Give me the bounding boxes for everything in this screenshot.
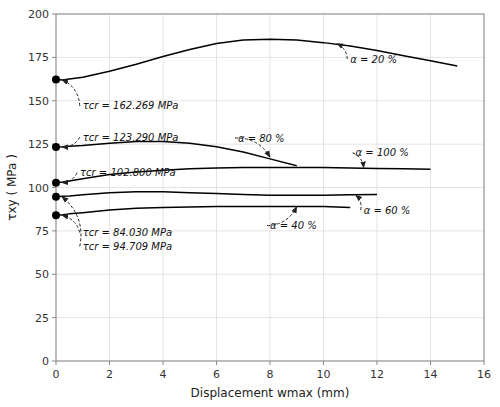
- critical-point: [52, 193, 60, 201]
- critical-point: [52, 211, 60, 219]
- y-tick: [52, 14, 56, 15]
- y-axis-label: τxy ( MPa ): [5, 154, 19, 221]
- annotation-text: α = 80 %: [238, 133, 285, 144]
- x-tick: [163, 361, 164, 365]
- critical-point: [52, 179, 60, 187]
- y-tick: [52, 230, 56, 231]
- annotation-text: α = 40 %: [270, 220, 317, 231]
- chart: 0 2 4 6 8 10 12 14 16 0 25 50 75 100 125 150 175 200 Displ…: [0, 0, 500, 407]
- plot-frame: [56, 14, 484, 361]
- axes: 0 2 4 6 8 10 12 14 16 0 25 50 75 100 125 150 175 200: [28, 8, 491, 381]
- x-tick-label: 0: [53, 368, 60, 381]
- grid-line-y: [56, 274, 484, 275]
- x-tick-label: 6: [213, 368, 220, 381]
- annotation-arrow: [337, 44, 347, 60]
- grid-line-y: [56, 57, 484, 58]
- x-tick: [377, 361, 378, 365]
- annotation-text: τcr = 102.800 MPa: [80, 167, 176, 178]
- annotation-arrow: [62, 79, 80, 106]
- annotation-arrow: [62, 137, 80, 147]
- x-tick: [109, 361, 110, 365]
- curve: [56, 39, 457, 80]
- annotation-arrow: [356, 195, 361, 210]
- y-tick-label: 0: [42, 355, 49, 368]
- x-tick-label: 16: [477, 368, 491, 381]
- y-tick-label: 50: [35, 268, 49, 281]
- y-tick-label: 150: [28, 95, 49, 108]
- points: [52, 75, 60, 219]
- x-tick-label: 2: [106, 368, 113, 381]
- curve: [56, 207, 350, 216]
- curve: [56, 192, 377, 197]
- x-tick: [216, 361, 217, 365]
- x-tick: [56, 361, 57, 365]
- annotation-text: α = 20 %: [350, 54, 397, 65]
- y-tick-label: 75: [35, 225, 49, 238]
- critical-point: [52, 143, 60, 151]
- y-tick: [52, 361, 56, 362]
- annotation-text: τcr = 94.709 MPa: [83, 241, 172, 252]
- y-tick: [52, 187, 56, 188]
- x-tick: [484, 361, 485, 365]
- critical-point: [52, 75, 60, 83]
- grid-line-y: [56, 317, 484, 318]
- y-tick-label: 25: [35, 312, 49, 325]
- curve: [56, 168, 431, 183]
- annotation-arrow: [62, 197, 81, 247]
- y-tick: [52, 100, 56, 101]
- annotation-arrow: [62, 173, 77, 183]
- annotation-text: α = 60 %: [364, 205, 411, 216]
- x-tick-label: 4: [160, 368, 167, 381]
- x-tick-label: 12: [370, 368, 384, 381]
- annotation-text: τcr = 84.030 MPa: [83, 227, 172, 238]
- y-tick-label: 125: [28, 138, 49, 151]
- annotation-arrow: [62, 215, 80, 232]
- y-tick: [52, 57, 56, 58]
- x-tick: [430, 361, 431, 365]
- y-tick: [52, 317, 56, 318]
- x-axis-label: Displacement wmax (mm): [191, 386, 350, 400]
- annotation-text: α = 100 %: [356, 147, 409, 158]
- y-tick: [52, 274, 56, 275]
- x-tick: [323, 361, 324, 365]
- grid-line-y: [56, 144, 484, 145]
- annotation-text: τcr = 162.269 MPa: [83, 100, 179, 111]
- annotation-text: τcr = 123.290 MPa: [83, 132, 179, 143]
- grid-line-y: [56, 187, 484, 188]
- x-tick-label: 14: [424, 368, 438, 381]
- x-tick-label: 10: [317, 368, 331, 381]
- x-tick-label: 8: [267, 368, 274, 381]
- y-tick-label: 175: [28, 51, 49, 64]
- y-tick-label: 200: [28, 8, 49, 21]
- x-tick: [270, 361, 271, 365]
- lines: [56, 39, 457, 215]
- grid: [56, 14, 484, 361]
- annotations: τcr = 162.269 MPa τcr = 123.290 MPa τcr = …: [62, 44, 410, 252]
- y-tick-label: 100: [28, 182, 49, 195]
- curve: [56, 142, 297, 166]
